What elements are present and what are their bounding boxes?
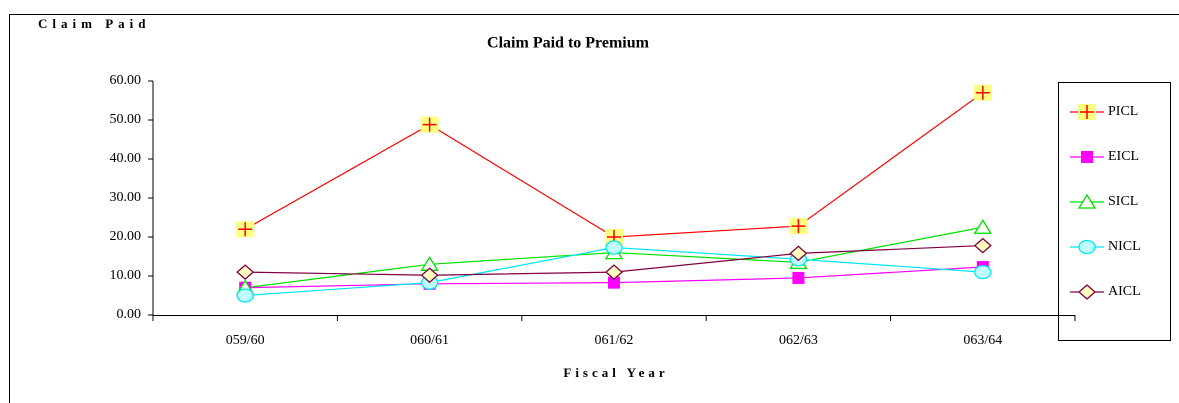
marker-diamond <box>973 237 992 254</box>
marker <box>236 264 255 280</box>
marker-square <box>792 271 805 284</box>
marker <box>792 271 805 284</box>
marker <box>789 245 808 262</box>
marker <box>1078 284 1096 300</box>
marker-circle <box>236 288 254 303</box>
marker-triangle <box>1077 193 1097 209</box>
marker-diamond <box>789 245 808 262</box>
marker <box>973 237 992 254</box>
x-tick-label: 060/61 <box>410 333 449 348</box>
y-tick-label: 0.00 <box>117 307 142 322</box>
marker <box>1077 193 1097 209</box>
marker-square <box>1081 151 1093 163</box>
marker-diamond <box>236 264 255 280</box>
series-line <box>244 92 984 238</box>
y-tick-label: 40.00 <box>110 151 142 166</box>
marker <box>420 267 439 284</box>
marker <box>420 116 439 133</box>
marker-circle <box>1078 239 1096 255</box>
marker-diamond <box>605 264 623 280</box>
y-tick-label: 30.00 <box>110 190 142 205</box>
marker <box>236 221 255 238</box>
frame <box>9 14 1179 403</box>
marker-plus <box>238 222 253 237</box>
marker-circle <box>605 240 623 255</box>
marker <box>1078 104 1096 120</box>
x-tick-label: 063/64 <box>963 333 1002 348</box>
y-tick-label: 60.00 <box>110 73 142 88</box>
y-axis-title: Claim Paid <box>38 16 151 31</box>
marker-plus <box>791 219 806 234</box>
marker <box>605 240 623 255</box>
marker <box>974 264 992 280</box>
x-tick-label: 062/63 <box>779 333 818 348</box>
marker <box>973 219 992 234</box>
marker <box>236 288 254 303</box>
legend-label: EICL <box>1108 149 1139 164</box>
marker <box>789 218 808 235</box>
legend-box <box>1058 82 1171 341</box>
chart-title: Claim Paid to Premium <box>487 35 650 52</box>
marker-plus <box>1080 105 1094 119</box>
legend-label: SICL <box>1108 194 1138 209</box>
x-axis-title: Fiscal Year <box>563 365 668 380</box>
legend-label: NICL <box>1108 239 1141 254</box>
marker-circle <box>974 264 992 280</box>
y-tick-label: 10.00 <box>110 268 142 283</box>
marker-plus <box>975 85 990 100</box>
marker <box>1081 151 1093 163</box>
legend-label: PICL <box>1108 104 1138 119</box>
x-tick-label: 059/60 <box>226 333 265 348</box>
marker-triangle <box>973 219 992 234</box>
marker-square <box>608 276 620 289</box>
marker <box>973 84 992 101</box>
marker <box>605 264 623 280</box>
marker <box>608 276 620 289</box>
x-tick-label: 061/62 <box>595 333 634 348</box>
marker-plus <box>422 117 437 132</box>
y-tick-label: 20.00 <box>110 229 142 244</box>
legend-label: AICL <box>1108 284 1141 299</box>
marker-diamond <box>420 267 439 284</box>
marker <box>1078 239 1096 255</box>
y-tick-label: 50.00 <box>110 112 142 127</box>
marker-diamond <box>1078 284 1096 300</box>
